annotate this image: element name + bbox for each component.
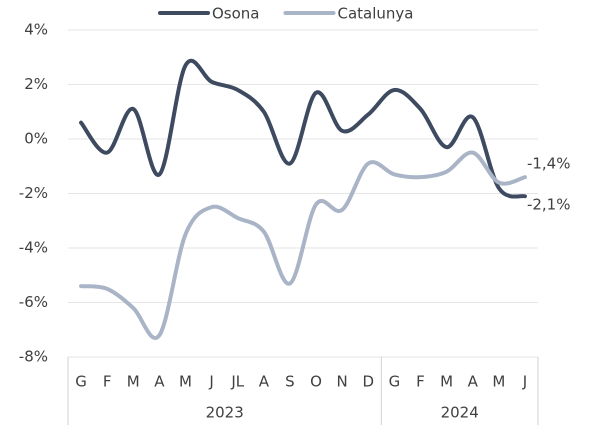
series-line — [79, 58, 527, 199]
y-tick-label: 4% — [24, 21, 48, 39]
legend-item: Osona — [158, 5, 260, 23]
x-tick-label: M — [127, 373, 140, 391]
y-tick-label: -8% — [19, 348, 48, 366]
x-tick-label: M — [440, 373, 453, 391]
x-tick-label: A — [154, 373, 165, 391]
x-tick-label: J — [522, 373, 527, 391]
x-tick-label: F — [103, 373, 112, 391]
series-line — [79, 150, 527, 340]
x-tick-label: M — [179, 373, 192, 391]
data-label: -1,4% — [527, 155, 571, 173]
x-tick-label: F — [416, 373, 425, 391]
legend-label: Osona — [212, 5, 260, 23]
y-tick-label: -4% — [19, 239, 48, 257]
x-tick-label: G — [75, 373, 87, 391]
legend-label: Catalunya — [338, 5, 414, 23]
data-label: -2,1% — [527, 196, 571, 214]
y-tick-label: 2% — [24, 75, 48, 93]
x-tick-label: G — [389, 373, 401, 391]
x-tick-label: A — [468, 373, 479, 391]
x-tick-label: D — [362, 373, 374, 391]
x-tick-label: JL — [230, 373, 244, 391]
y-tick-label: -6% — [19, 293, 48, 311]
x-tick-label: O — [310, 373, 322, 391]
y-tick-label: 0% — [24, 130, 48, 148]
group-label: 2023 — [206, 404, 244, 422]
y-tick-label: -2% — [19, 184, 48, 202]
x-tick-label: J — [208, 373, 213, 391]
group-label: 2024 — [441, 404, 479, 422]
x-tick-label: M — [492, 373, 505, 391]
x-tick-label: N — [337, 373, 348, 391]
x-tick-label: A — [259, 373, 270, 391]
legend-item: Catalunya — [283, 5, 414, 23]
x-tick-label: S — [285, 373, 295, 391]
